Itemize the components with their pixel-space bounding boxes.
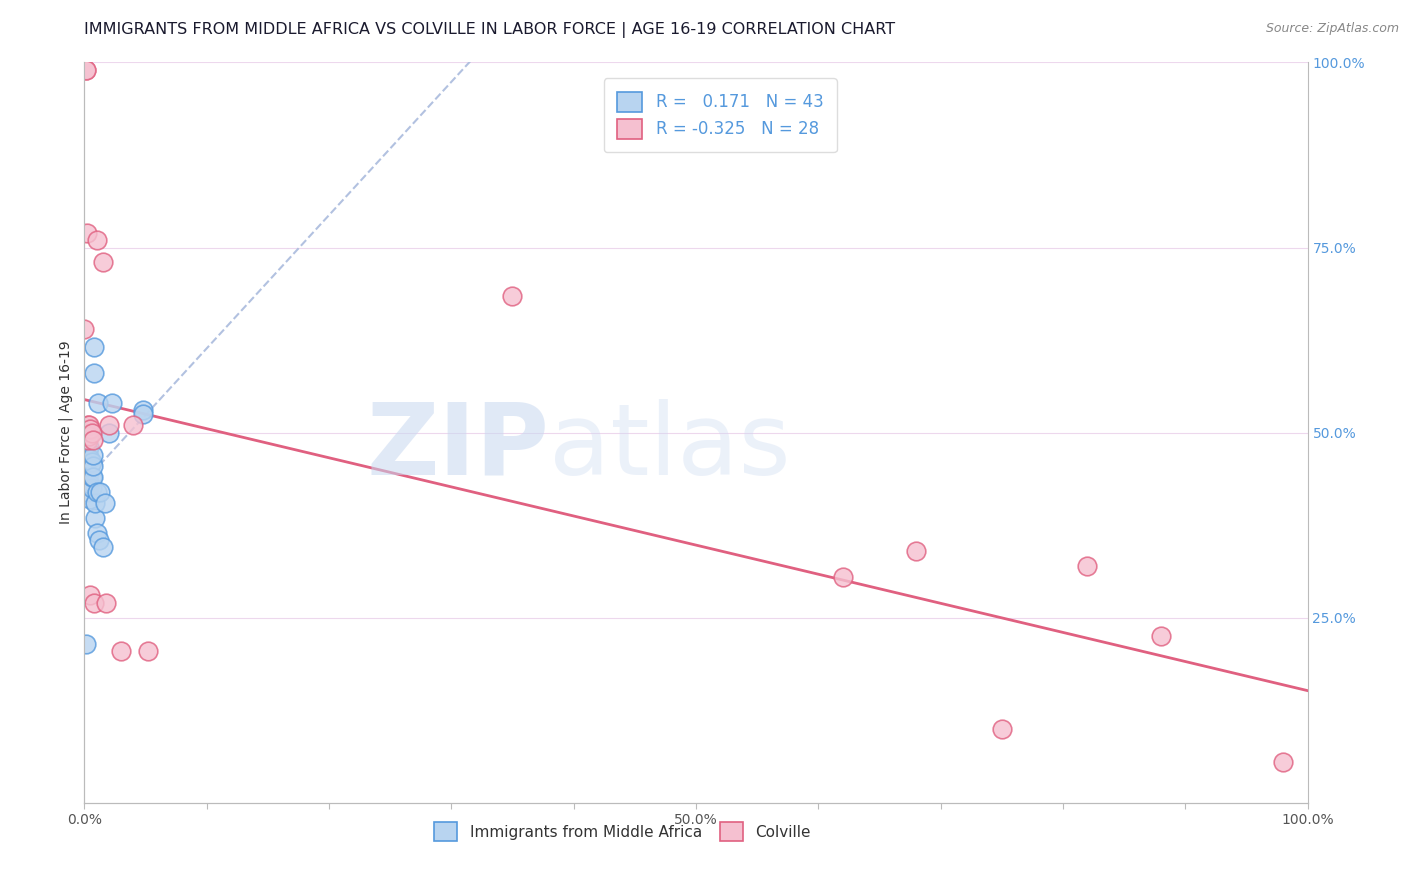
Point (82, 470, 104, 484)
Point (77, 418, 100, 433)
Point (79, 477, 101, 491)
Point (905, 544, 928, 558)
Point (77, 458, 100, 473)
Point (77, 462, 100, 476)
Point (77, 418, 100, 433)
Point (1272, 755, 1295, 769)
Text: atlas: atlas (550, 399, 790, 496)
Point (86, 525, 108, 540)
Point (83, 341, 105, 355)
Point (502, 288, 524, 302)
Point (1150, 629, 1173, 643)
Point (79, 451, 101, 466)
Point (97, 418, 120, 433)
Point (80, 455, 103, 469)
Point (75, 467, 97, 481)
Point (73, 474, 96, 488)
Point (122, 418, 145, 433)
Point (80, 481, 103, 495)
Point (77, 444, 100, 458)
Point (76, 226, 98, 240)
Point (80, 470, 103, 484)
Point (132, 407, 155, 421)
Point (77, 467, 100, 481)
Point (75, 637, 97, 651)
Point (96, 596, 118, 610)
Point (86, 484, 108, 499)
Point (1076, 558, 1098, 573)
Point (82, 448, 104, 462)
Point (991, 722, 1014, 736)
Y-axis label: In Labor Force | Age 16-19: In Labor Force | Age 16-19 (59, 341, 73, 524)
Point (97, 425, 120, 440)
Point (84, 496, 107, 510)
Point (83, 596, 105, 610)
Point (77, 441, 100, 455)
Point (80, 425, 103, 440)
Point (76, 441, 98, 455)
Point (831, 570, 853, 584)
Point (132, 403, 155, 417)
Point (76, 455, 98, 469)
Legend: Immigrants from Middle Africa, Colville: Immigrants from Middle Africa, Colville (429, 816, 817, 847)
Point (76, 448, 98, 462)
Point (91, 255, 114, 269)
Point (136, 644, 159, 658)
Point (79, 492, 101, 507)
Text: ZIP: ZIP (367, 399, 550, 496)
Point (83, 367, 105, 381)
Point (77, 474, 100, 488)
Text: IMMIGRANTS FROM MIDDLE AFRICA VS COLVILLE IN LABOR FORCE | AGE 16-19 CORRELATION: IMMIGRANTS FROM MIDDLE AFRICA VS COLVILL… (84, 22, 896, 38)
Point (77, 433, 100, 447)
Point (73, 322, 96, 336)
Point (82, 433, 104, 447)
Point (77, 455, 100, 469)
Point (91, 541, 114, 555)
Point (79, 458, 101, 473)
Point (94, 496, 117, 510)
Point (75, 462, 97, 476)
Point (101, 396, 124, 410)
Point (110, 644, 132, 658)
Point (87, 533, 110, 547)
Point (82, 458, 104, 473)
Point (89, 484, 111, 499)
Point (79, 422, 101, 436)
Point (79, 589, 101, 603)
Point (87, 396, 110, 410)
Point (75, 62, 97, 77)
Point (76, 425, 98, 440)
Point (77, 477, 100, 491)
Text: Source: ZipAtlas.com: Source: ZipAtlas.com (1265, 22, 1399, 36)
Point (75, 62, 97, 77)
Point (84, 510, 107, 524)
Point (76, 451, 98, 466)
Point (86, 233, 108, 247)
Point (77, 429, 100, 443)
Point (77, 484, 100, 499)
Point (75, 458, 97, 473)
